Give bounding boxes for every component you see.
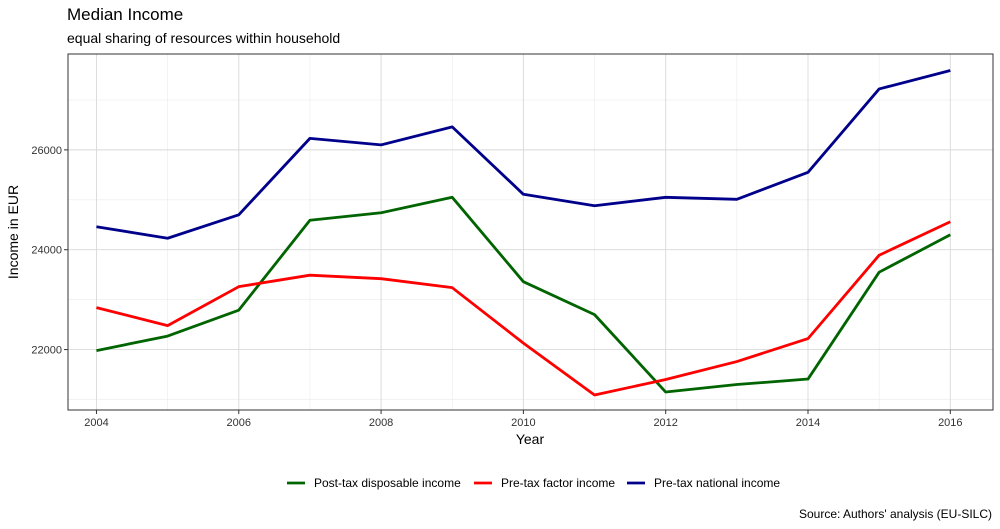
- grid-lines: [68, 54, 993, 410]
- x-tick-label: 2016: [938, 417, 962, 429]
- y-tick-label: 26000: [31, 145, 62, 157]
- x-axis-ticks: 2004 2006 2008 2010 2012 2014 2016: [84, 410, 963, 429]
- legend: Post-tax disposable income Pre-tax factor…: [287, 476, 780, 490]
- legend-label-pre-tax-national-income: Pre-tax national income: [654, 476, 780, 490]
- y-axis-ticks: 22000 24000 26000: [31, 145, 68, 357]
- plot-panel-border: [67, 53, 994, 411]
- chart-title: Median Income: [67, 5, 183, 24]
- legend-label-pre-tax-factor-income: Pre-tax factor income: [501, 476, 615, 490]
- x-tick-label: 2004: [84, 417, 108, 429]
- series-lines: [96, 69, 951, 397]
- series-line-pre-tax-national-income: [96, 69, 951, 240]
- y-tick-label: 24000: [31, 245, 62, 257]
- x-tick-label: 2012: [653, 417, 677, 429]
- y-axis-title: Income in EUR: [5, 185, 21, 279]
- x-axis-title: Year: [516, 431, 545, 447]
- series-line-post-tax-disposable-income: [96, 195, 951, 394]
- x-tick-label: 2006: [227, 417, 251, 429]
- chart-caption: Source: Authors' analysis (EU-SILC): [799, 507, 992, 521]
- x-tick-label: 2010: [511, 417, 535, 429]
- chart-subtitle: equal sharing of resources within househ…: [67, 30, 340, 46]
- legend-label-post-tax-disposable-income: Post-tax disposable income: [314, 476, 461, 490]
- x-tick-label: 2014: [796, 417, 820, 429]
- x-tick-label: 2008: [369, 417, 393, 429]
- series-line-pre-tax-factor-income: [96, 220, 951, 397]
- y-tick-label: 22000: [31, 345, 62, 357]
